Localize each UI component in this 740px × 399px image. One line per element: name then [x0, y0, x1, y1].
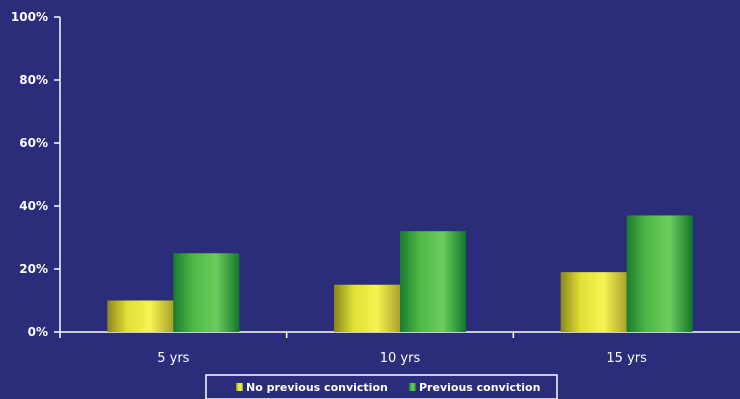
legend: No previous conviction Previous convicti… — [205, 374, 558, 399]
y-tick-label: 40% — [19, 199, 48, 213]
bar-previous-conviction — [173, 253, 240, 332]
bars — [107, 215, 693, 332]
x-ticks — [59, 332, 515, 338]
bar-no-previous-conviction — [560, 272, 627, 332]
category-labels: 5 yrs 10 yrs 15 yrs — [157, 351, 647, 366]
legend-swatch-previous-conviction — [409, 383, 416, 391]
y-tick-label: 100% — [11, 10, 48, 24]
y-ticks: 0% 20% 40% 60% 80% 100% — [11, 10, 60, 339]
bar-no-previous-conviction — [107, 300, 174, 332]
legend-swatch-no-previous-conviction — [236, 383, 243, 391]
x-category-label: 10 yrs — [380, 351, 421, 366]
legend-label-no-previous-conviction: No previous conviction — [246, 381, 388, 394]
bar-previous-conviction — [400, 231, 466, 332]
y-tick-label: 80% — [19, 73, 48, 87]
legend-label-previous-conviction: Previous conviction — [419, 381, 540, 394]
bar-previous-conviction — [626, 215, 693, 332]
y-tick-label: 0% — [28, 325, 48, 339]
x-category-label: 15 yrs — [606, 351, 647, 366]
x-category-label: 5 yrs — [157, 351, 189, 366]
y-tick-label: 20% — [19, 262, 48, 276]
y-tick-label: 60% — [19, 136, 48, 150]
legend-box — [205, 374, 558, 399]
bar-no-previous-conviction — [334, 284, 400, 332]
